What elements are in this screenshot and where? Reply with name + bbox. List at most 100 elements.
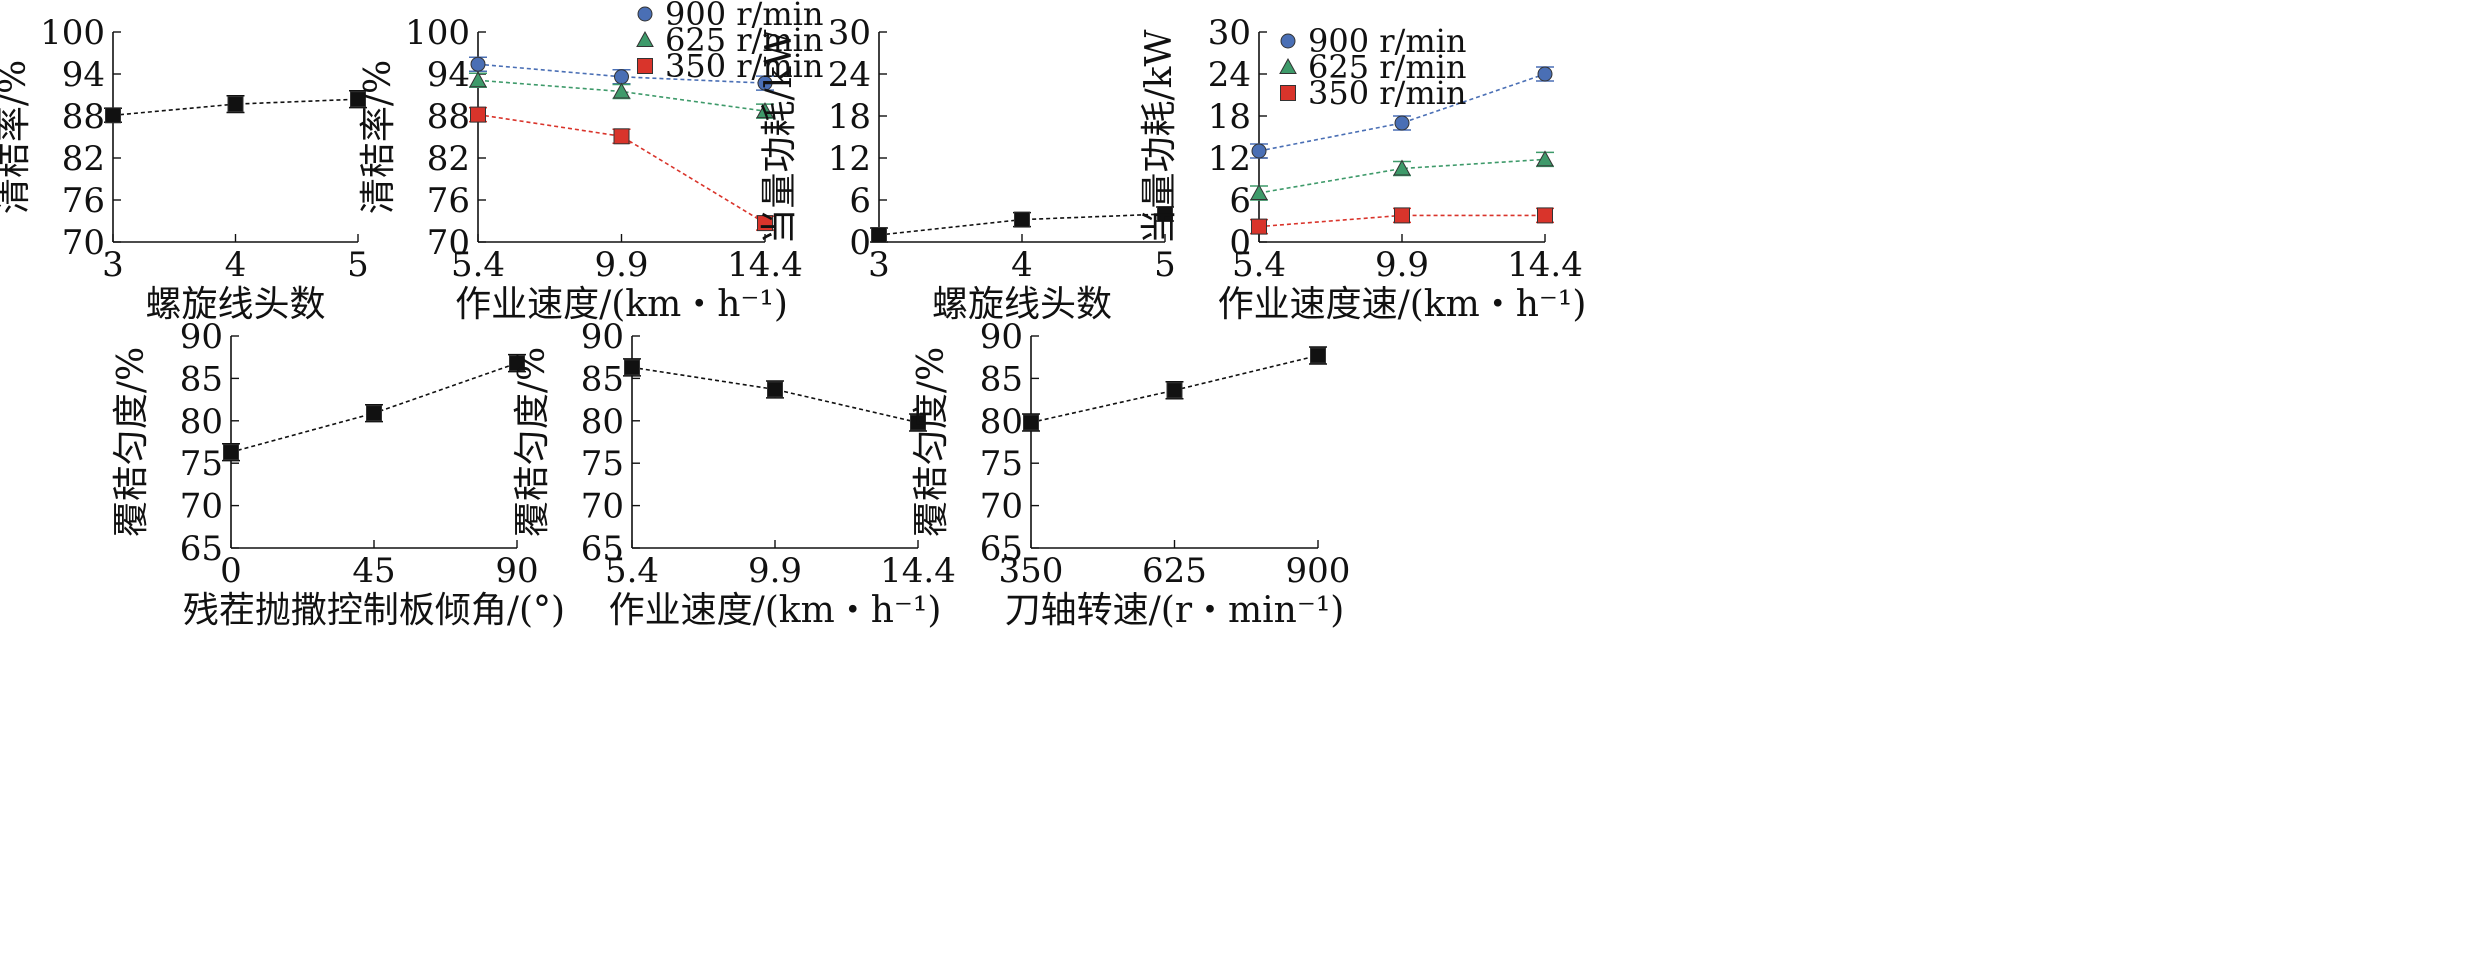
legend-marker: [637, 6, 653, 22]
y-tick-label: 12: [1208, 139, 1251, 179]
y-tick-label: 18: [1208, 97, 1251, 137]
data-point: [767, 381, 783, 398]
data-point: [350, 91, 366, 108]
legend-marker: [637, 58, 653, 74]
data-point: [871, 227, 887, 243]
y-tick-label: 12: [828, 139, 871, 179]
legend-label: 900 r/min: [665, 0, 824, 33]
y-tick-label: 6: [849, 181, 871, 221]
y-tick-label: 90: [581, 317, 624, 357]
data-point: [366, 405, 382, 422]
y-tick-label: 65: [581, 529, 624, 569]
legend-label: 625 r/min: [665, 21, 824, 59]
x-tick-label: 5: [347, 245, 369, 285]
series-0: [623, 358, 927, 432]
x-tick-label: 4: [1011, 245, 1033, 285]
data-point: [1014, 211, 1030, 228]
data-point: [469, 71, 487, 88]
x-axis-label: 刀轴转速/(r・min⁻¹): [1005, 590, 1345, 631]
x-tick-label: 5.4: [451, 245, 505, 285]
series-0: [870, 206, 1174, 243]
data-point: [1157, 206, 1173, 222]
legend-label: 350 r/min: [1308, 74, 1467, 112]
x-axis-label: 螺旋线头数: [932, 284, 1112, 325]
x-tick-label: 9.9: [748, 551, 802, 591]
data-point: [1537, 66, 1553, 82]
legend-label: 625 r/min: [1308, 48, 1467, 86]
series-0: [1022, 346, 1327, 432]
legend-marker: [1280, 33, 1296, 49]
data-point: [613, 128, 630, 145]
legend-label: 350 r/min: [665, 47, 824, 85]
series-0: [469, 56, 774, 91]
data-point: [470, 106, 486, 123]
y-tick-label: 65: [180, 529, 223, 569]
series-0: [1250, 66, 1554, 159]
series-line: [112, 98, 359, 117]
data-point: [509, 355, 525, 372]
series-0: [222, 353, 526, 462]
data-point: [1251, 218, 1267, 235]
data-point: [1536, 150, 1554, 167]
data-point: [756, 102, 774, 119]
x-tick-label: 350: [999, 551, 1064, 591]
y-tick-label: 75: [180, 444, 223, 484]
y-tick-label: 75: [581, 444, 624, 484]
y-tick-label: 70: [427, 223, 470, 263]
x-axis-label: 作业速度速/(km・h⁻¹): [1218, 284, 1587, 325]
data-point: [757, 75, 773, 91]
data-point: [910, 414, 926, 431]
x-tick-label: 5.4: [1232, 245, 1286, 285]
x-axis-label: 螺旋线头数: [145, 284, 325, 325]
y-tick-label: 82: [427, 139, 470, 179]
y-axis-label: 覆秸匀度/%: [111, 347, 152, 537]
data-point: [1394, 207, 1410, 224]
y-tick-label: 75: [980, 444, 1023, 484]
series-2: [469, 106, 774, 232]
data-point: [227, 96, 244, 113]
data-point: [470, 56, 486, 72]
data-point: [1394, 115, 1410, 131]
x-tick-label: 45: [352, 551, 395, 591]
y-tick-label: 0: [849, 223, 871, 263]
x-axis-label: 作业速度/(km・h⁻¹): [609, 590, 942, 631]
y-tick-label: 76: [427, 181, 470, 221]
x-tick-label: 9.9: [594, 245, 648, 285]
x-tick-label: 9.9: [1375, 245, 1429, 285]
y-tick-label: 80: [180, 402, 223, 442]
y-tick-label: 100: [405, 13, 470, 53]
y-tick-label: 30: [1208, 13, 1251, 53]
data-point: [1537, 207, 1553, 224]
y-axis-label: 清秸率/%: [358, 60, 399, 214]
data-point: [612, 82, 631, 99]
data-point: [757, 215, 773, 232]
y-axis-label: 当量功耗/kW: [1139, 30, 1180, 245]
y-tick-label: 6: [1229, 181, 1251, 221]
y-tick-label: 76: [62, 181, 105, 221]
data-point: [1166, 382, 1183, 399]
x-tick-label: 14.4: [880, 551, 956, 591]
x-tick-label: 90: [495, 551, 538, 591]
legend-label: 900 r/min: [1308, 22, 1467, 60]
y-tick-label: 94: [62, 55, 105, 95]
y-tick-label: 0: [1229, 223, 1251, 263]
x-tick-label: 3: [868, 245, 890, 285]
data-point: [105, 107, 121, 124]
y-tick-label: 70: [62, 223, 105, 263]
data-point: [1251, 143, 1267, 159]
y-tick-label: 24: [828, 55, 871, 95]
x-tick-label: 5: [1154, 245, 1176, 285]
x-tick-label: 5.4: [605, 551, 659, 591]
x-tick-label: 14.4: [727, 245, 803, 285]
y-tick-label: 70: [180, 487, 223, 527]
y-tick-label: 65: [980, 529, 1023, 569]
data-point: [624, 359, 640, 376]
